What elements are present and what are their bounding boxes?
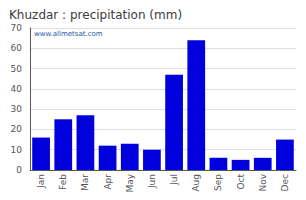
svg-text:60: 60 [11, 43, 23, 53]
svg-text:Oct: Oct [236, 174, 246, 190]
svg-text:Jul: Jul [169, 174, 179, 186]
svg-text:Sep: Sep [213, 174, 223, 191]
svg-text:www.allmetsat.com: www.allmetsat.com [34, 30, 103, 38]
svg-text:Mar: Mar [80, 174, 90, 191]
svg-text:Dec: Dec [280, 174, 290, 191]
svg-text:10: 10 [11, 145, 23, 155]
svg-text:Nov: Nov [258, 173, 268, 191]
svg-text:30: 30 [11, 104, 23, 114]
svg-text:Apr: Apr [103, 174, 113, 190]
svg-text:Jan: Jan [36, 174, 46, 189]
svg-text:70: 70 [11, 23, 23, 33]
svg-text:Aug: Aug [191, 174, 201, 192]
svg-text:50: 50 [11, 64, 23, 74]
svg-text:Feb: Feb [58, 174, 68, 190]
svg-text:Jun: Jun [147, 174, 157, 189]
svg-text:40: 40 [11, 84, 23, 94]
svg-text:0: 0 [16, 165, 22, 175]
svg-text:May: May [125, 173, 135, 192]
svg-text:20: 20 [11, 124, 23, 134]
svg-text:Khuzdar : precipitation (mm): Khuzdar : precipitation (mm) [9, 8, 182, 22]
